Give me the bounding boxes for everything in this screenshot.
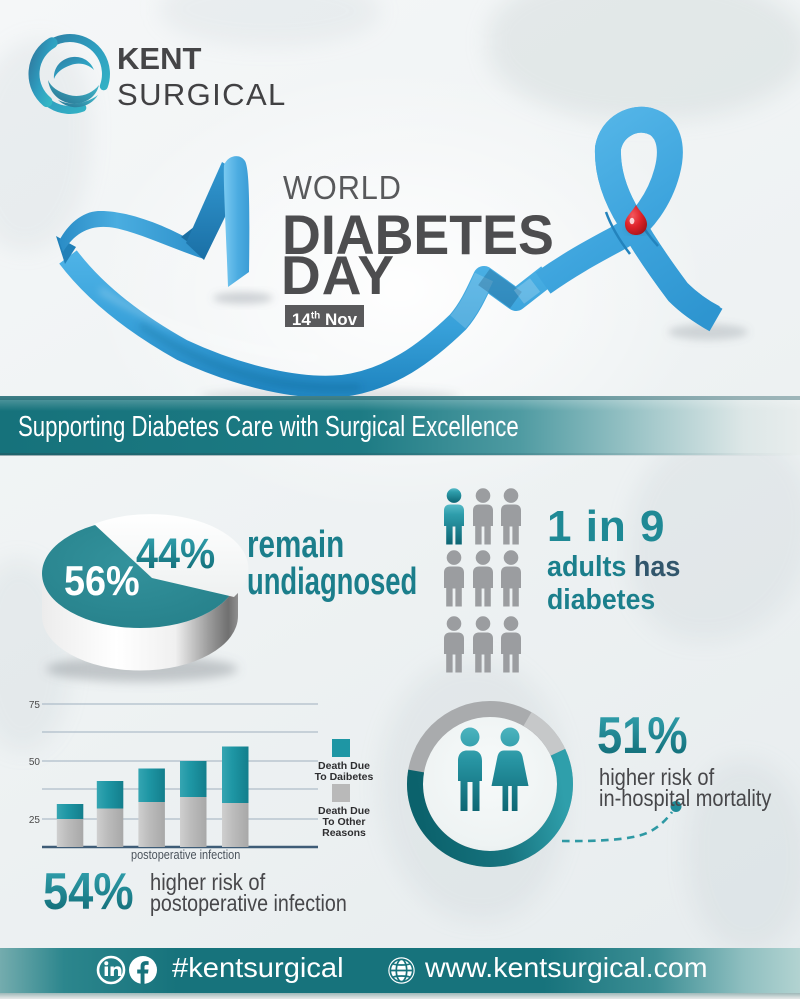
svg-text:To Other: To Other (323, 816, 366, 828)
svg-text:Reasons: Reasons (322, 827, 366, 839)
svg-text:25: 25 (29, 815, 41, 826)
svg-text:50: 50 (29, 757, 41, 768)
svg-text:75: 75 (29, 700, 41, 711)
svg-text:Death Due: Death Due (318, 805, 370, 817)
svg-text:Death Due: Death Due (318, 760, 370, 772)
svg-text:To Daibetes: To Daibetes (315, 771, 374, 783)
